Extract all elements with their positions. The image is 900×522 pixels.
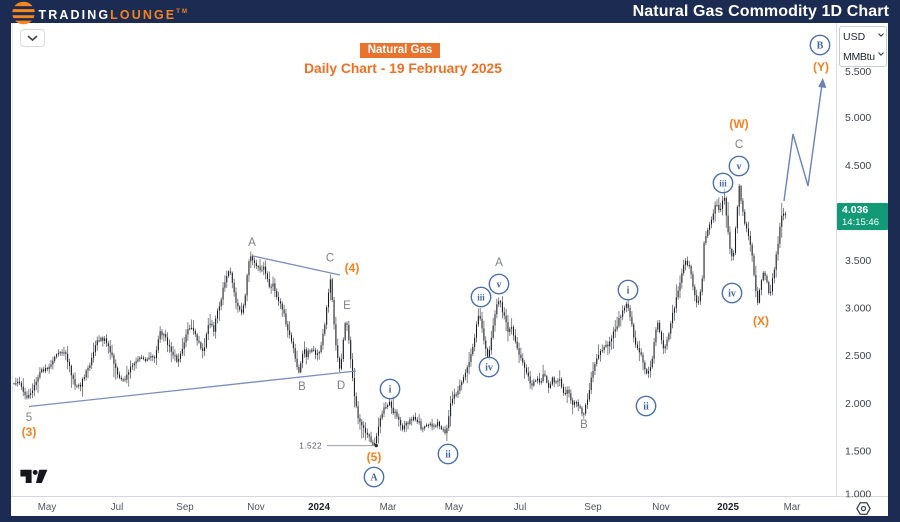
- svg-text:1.522: 1.522: [299, 441, 322, 451]
- svg-text:May: May: [445, 502, 464, 513]
- svg-text:v: v: [497, 279, 502, 290]
- svg-text:E: E: [343, 300, 351, 312]
- svg-text:(X): (X): [753, 314, 769, 328]
- svg-text:2025: 2025: [717, 502, 739, 513]
- svg-text:C: C: [326, 253, 334, 265]
- svg-text:Nov: Nov: [247, 502, 265, 513]
- svg-text:2.500: 2.500: [845, 350, 871, 362]
- svg-text:(3): (3): [22, 425, 37, 439]
- svg-text:Jul: Jul: [514, 502, 527, 513]
- svg-text:Sep: Sep: [176, 502, 194, 513]
- svg-text:(Y): (Y): [813, 60, 829, 74]
- svg-text:Nov: Nov: [652, 502, 670, 513]
- svg-text:A: A: [495, 257, 503, 269]
- svg-text:4.500: 4.500: [845, 160, 871, 172]
- svg-text:5: 5: [26, 412, 32, 424]
- svg-text:(5): (5): [367, 450, 382, 464]
- svg-text:5.000: 5.000: [845, 112, 871, 124]
- svg-text:ii: ii: [643, 401, 649, 412]
- svg-text:B: B: [298, 381, 306, 393]
- svg-text:A: A: [248, 237, 256, 249]
- svg-text:i: i: [627, 285, 630, 296]
- svg-text:2024: 2024: [308, 502, 330, 513]
- svg-text:ii: ii: [445, 449, 451, 460]
- svg-text:May: May: [38, 502, 57, 513]
- svg-text:iii: iii: [477, 292, 485, 302]
- svg-text:C: C: [735, 139, 743, 151]
- svg-text:3.500: 3.500: [845, 255, 871, 267]
- svg-text:2.000: 2.000: [845, 398, 871, 410]
- svg-text:Mar: Mar: [380, 502, 398, 513]
- svg-text:A: A: [370, 472, 378, 483]
- svg-text:(4): (4): [345, 261, 360, 275]
- svg-text:i: i: [389, 384, 392, 395]
- svg-text:v: v: [737, 161, 742, 172]
- svg-text:iv: iv: [485, 362, 493, 373]
- svg-text:5.500: 5.500: [845, 66, 871, 78]
- svg-text:iii: iii: [719, 178, 727, 188]
- svg-text:Jul: Jul: [111, 502, 124, 513]
- svg-text:3.000: 3.000: [845, 303, 871, 315]
- svg-text:D: D: [337, 380, 345, 392]
- svg-text:1.500: 1.500: [845, 445, 871, 457]
- svg-text:B: B: [817, 40, 824, 51]
- svg-text:Mar: Mar: [784, 502, 802, 513]
- svg-text:B: B: [580, 419, 588, 431]
- svg-text:iv: iv: [728, 288, 736, 299]
- svg-text:(W): (W): [729, 117, 748, 131]
- svg-text:Sep: Sep: [584, 502, 602, 513]
